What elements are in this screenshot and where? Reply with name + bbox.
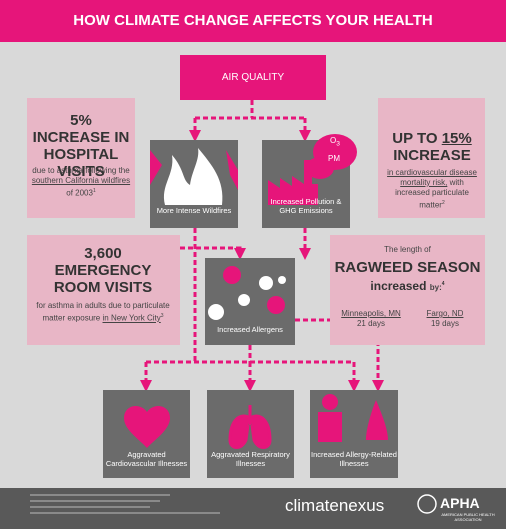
note: 4: [441, 281, 445, 287]
stat-text: increased by:4: [330, 279, 485, 293]
text: increased: [370, 279, 427, 293]
note: 1: [92, 188, 96, 194]
city: Fargo, ND 19 days: [410, 309, 480, 329]
title: HOW CLIMATE CHANGE AFFECTS YOUR HEALTH: [73, 12, 433, 29]
text: by:: [429, 283, 442, 292]
stat-intro: The length of: [384, 245, 431, 254]
partner-full: AMERICAN PUBLIC HEALTH ASSOCIATION: [441, 512, 495, 522]
brand: climatenexus: [285, 496, 385, 515]
number: 15%: [441, 130, 472, 147]
node-label: Increased Allergy-Related Illnesses: [311, 450, 397, 468]
icons: [124, 134, 388, 449]
stat-headline: 3,600 EMERGENCY ROOM VISITS: [53, 245, 153, 296]
pm-label: PM: [328, 154, 340, 163]
node-label: Increased Pollution & GHG Emissions: [270, 197, 342, 215]
footnote-lines: [30, 494, 220, 514]
top-node-box: [180, 55, 326, 100]
stat-box: UP TO 15% INCREASE in cardiovascular dis…: [378, 98, 485, 218]
note: 2: [441, 200, 445, 206]
stat-text: for asthma in adults due to particulate …: [35, 301, 171, 324]
text: INCREASE: [393, 147, 471, 164]
city: Minneapolis, MN 21 days: [336, 309, 406, 329]
ozone: O: [330, 136, 337, 145]
title-bar: [0, 0, 506, 42]
link[interactable]: in cardiovascular disease mortality risk…: [387, 168, 477, 187]
link[interactable]: in New York City: [102, 313, 161, 323]
node-label: Aggravated Cardiovascular Illnesses: [105, 450, 188, 468]
stat-headline: UP TO 15% INCREASE: [382, 130, 482, 164]
stat-box: 5% INCREASE IN HOSPITAL VISITS due to as…: [27, 98, 135, 218]
stat-box: 3,600 EMERGENCY ROOM VISITS for asthma i…: [27, 235, 180, 345]
node-label: More Intense Wildfires: [156, 206, 232, 215]
ozone-label: O3: [330, 136, 340, 149]
city-name[interactable]: Minneapolis, MN: [341, 309, 401, 318]
stat-headline: RAGWEED SEASON: [334, 259, 481, 276]
text: due to asthma following the: [32, 166, 130, 175]
city-value: 19 days: [430, 319, 460, 328]
stat-text: in cardiovascular disease mortality risk…: [384, 168, 480, 211]
partner: APHA: [440, 495, 480, 511]
text: for asthma in adults due to particulate …: [36, 301, 170, 323]
link[interactable]: southern California wildfires: [31, 176, 131, 185]
city-value: 21 days: [356, 319, 386, 328]
stat-box: The length of RAGWEED SEASON increased b…: [330, 235, 485, 345]
apha-logo: [417, 494, 437, 514]
footer-bar: [0, 488, 506, 529]
text: of 2003: [66, 188, 93, 198]
city-name[interactable]: Fargo, ND: [426, 309, 464, 318]
stat-text: due to asthma following the southern Cal…: [31, 166, 131, 199]
node-label: Aggravated Respiratory Illnesses: [211, 450, 290, 468]
top-node-label: AIR QUALITY: [221, 72, 285, 83]
node-label: Increased Allergens: [217, 325, 283, 334]
ozone-sub: 3: [336, 140, 340, 148]
stat-headline: 5% INCREASE IN HOSPITAL VISITS: [32, 112, 130, 180]
note: 3: [160, 313, 164, 319]
text: with increased particulate matter: [395, 178, 469, 210]
text: UP TO: [392, 130, 438, 147]
